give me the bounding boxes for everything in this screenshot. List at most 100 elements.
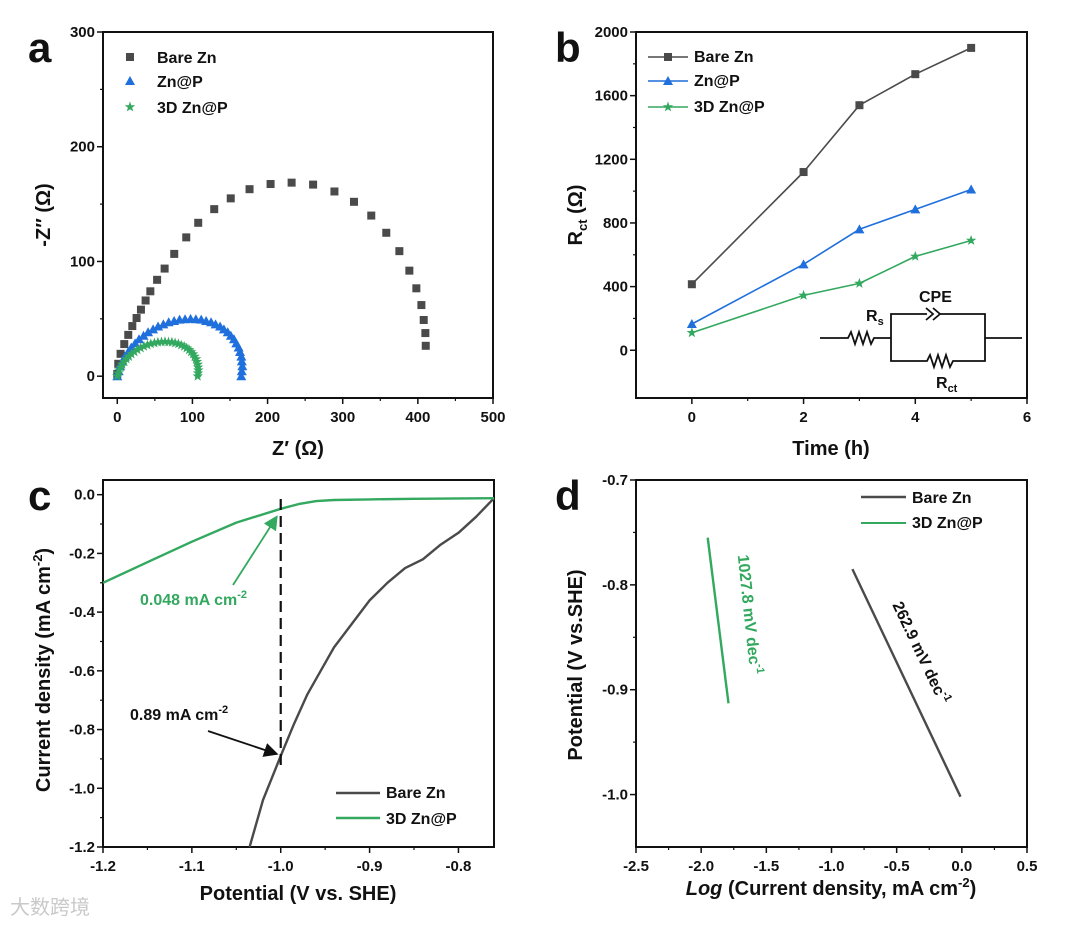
x-tick-label: -1.0 [819, 858, 845, 875]
data-point [798, 289, 809, 300]
plot-frame [635, 31, 1028, 399]
data-point [169, 337, 181, 348]
y-tick-label: 0 [620, 342, 628, 359]
data-point [405, 266, 414, 275]
y-tick-label: -0.8 [602, 577, 628, 594]
series-zn-p [686, 184, 977, 329]
data-point [395, 247, 404, 256]
tafel-bare-sup: -1 [939, 690, 954, 704]
x-tick-label: 300 [330, 409, 355, 426]
legend-marker [662, 101, 674, 112]
circuit-cpe-label: CPE [919, 289, 952, 306]
y-tick-label: 0 [87, 368, 95, 385]
x-tick-label: -1.5 [753, 858, 779, 875]
data-point [210, 205, 219, 214]
data-point [138, 330, 149, 340]
data-point [121, 353, 132, 364]
data-point [855, 101, 864, 110]
xlabel-b: Time (h) [792, 438, 869, 460]
panel-label-c: c [28, 472, 51, 519]
data-point [194, 218, 203, 227]
legend-marker-3d [124, 101, 136, 112]
data-point [185, 346, 197, 357]
data-point [210, 319, 221, 329]
data-point [287, 178, 296, 187]
data-point [798, 259, 809, 269]
data-point [225, 330, 236, 340]
rct-main: R [936, 375, 948, 392]
data-point [129, 346, 140, 357]
annotation-bare-current: 0.89 mA cm-2 [130, 704, 228, 724]
legend-b-3d: 3D Zn@P [694, 99, 765, 116]
x-tick-label: -2.0 [688, 858, 714, 875]
rct-sub: ct [948, 383, 958, 395]
panel-d: -2.5 -2.0 -1.5 -1.0 -0.5 0.0 0.5 -0.7 -0.8 -0.9 -1… [602, 472, 1037, 875]
data-point [182, 233, 191, 242]
y-tick-label: -0.9 [602, 682, 628, 699]
series-3d-zn-p-line [706, 537, 730, 704]
series-bare-zn [687, 43, 976, 289]
data-point [156, 336, 167, 347]
data-point [163, 336, 174, 347]
legend-d-3d: 3D Zn@P [912, 515, 983, 532]
ylabel-c-sup: -2 [30, 555, 45, 567]
legend-a: Bare Zn Zn@P 3D Zn@P [157, 50, 228, 117]
y-tick-label: 100 [70, 253, 95, 270]
data-point [686, 327, 698, 338]
data-point [189, 351, 200, 361]
data-point [148, 324, 159, 334]
data-point [236, 351, 247, 361]
data-point [686, 319, 697, 329]
legend-c-marks [336, 791, 380, 820]
data-point [176, 339, 187, 350]
series-3d-zn-p [686, 235, 977, 338]
data-point [245, 185, 254, 194]
plot-frame [635, 479, 1028, 848]
ylabel-a: -Z″ (Ω) [33, 183, 55, 246]
panel-label-d: d [555, 472, 581, 519]
xlabel-a: Z′ (Ω) [272, 438, 324, 460]
rs-main: R [866, 308, 878, 325]
legend-a-znp: Zn@P [157, 74, 203, 91]
legend-marker [663, 76, 673, 85]
y-tick-label: -1.0 [69, 780, 95, 797]
data-point [192, 361, 204, 372]
series-bare-zn-line [851, 568, 962, 798]
ylabel-d: Potential (V vs.SHE) [565, 569, 587, 760]
data-point [421, 329, 430, 338]
series-bare-zn [851, 568, 962, 798]
ann-3d-sup: -2 [237, 589, 247, 601]
y-tick-label: -0.4 [69, 604, 96, 621]
data-point [967, 43, 976, 52]
legend-d-marks [861, 495, 906, 524]
data-point [367, 211, 376, 220]
data-point [201, 315, 212, 325]
plot-frame [102, 479, 495, 848]
y-tick-label: 1600 [595, 88, 628, 105]
data-point [965, 235, 977, 245]
data-point [687, 280, 696, 289]
legend-c: Bare Zn 3D Zn@P [386, 785, 457, 828]
data-point [218, 324, 229, 334]
x-tick-label: 4 [911, 409, 920, 426]
tafel-3d-main: 1027.8 mV dec [734, 554, 762, 666]
data-point [124, 330, 133, 339]
data-point [799, 168, 808, 177]
ann-3d-main: 0.048 mA cm [140, 592, 237, 609]
cpe-icon [925, 307, 935, 321]
legend-marker-bare [126, 53, 134, 61]
data-point [128, 322, 137, 331]
data-point [149, 337, 160, 348]
series-3d-zn-p [102, 497, 495, 584]
tafel-slope-3d: 1027.8 mV dec-1 [734, 554, 766, 676]
x-tick-label: 500 [480, 409, 505, 426]
data-point [236, 356, 247, 366]
x-tick-label: -0.8 [446, 858, 472, 875]
tafel-bare-main: 262.9 mV dec [889, 599, 948, 698]
tafel-3d-sup: -1 [753, 663, 766, 674]
xlabel-d-italic: Log [686, 878, 723, 900]
data-point [191, 356, 203, 367]
data-point [419, 315, 428, 324]
data-point [120, 340, 129, 349]
x-tick-label: -0.5 [884, 858, 910, 875]
